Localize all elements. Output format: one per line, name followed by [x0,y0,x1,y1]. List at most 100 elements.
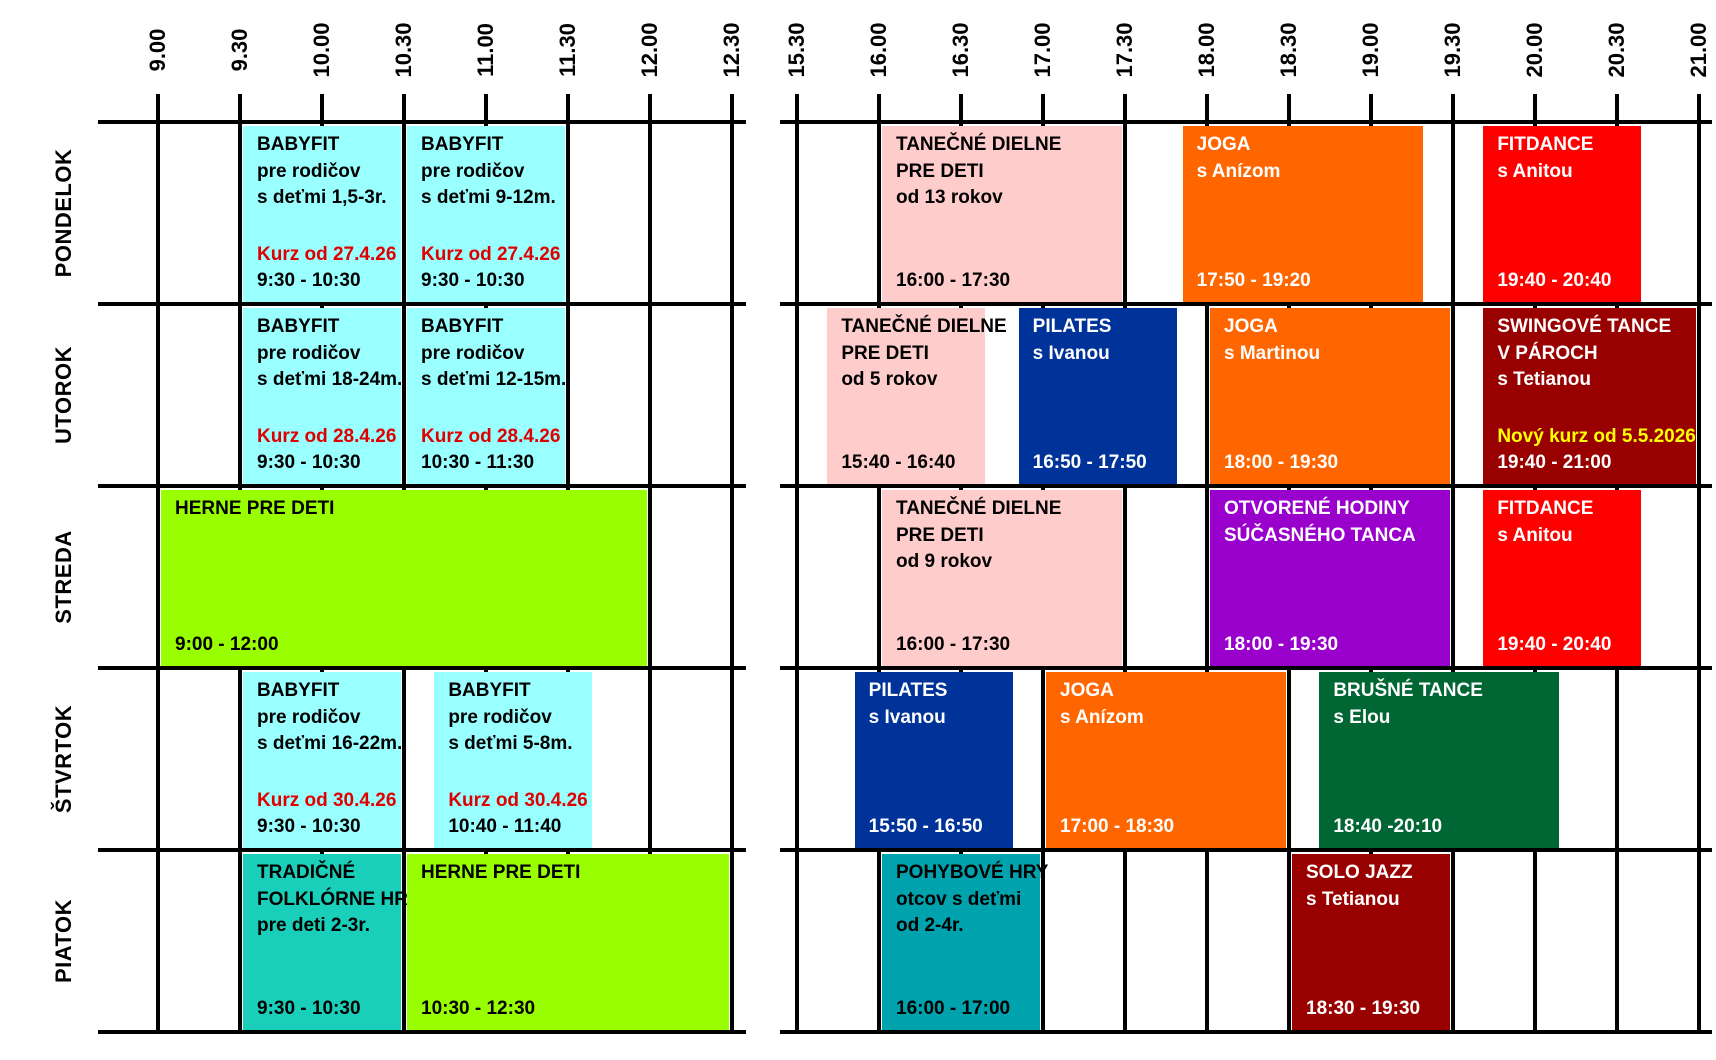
event-time: 16:00 - 17:30 [896,269,1011,291]
event-stv-brusne[interactable]: BRUŠNÉ TANCE s Elou 18:40 -20:10 [1319,672,1560,848]
event-time: 9:30 - 10:30 [257,815,361,837]
event-title: BABYFIT [448,680,531,701]
event-detail: s deťmi 9-12m. [421,187,556,208]
event-time: 10:30 - 11:30 [421,451,535,473]
time-label: 16.00 [866,22,891,78]
event-st-herne[interactable]: HERNE PRE DETI 9:00 - 12:00 [161,490,647,666]
event-detail: s Martinou [1224,342,1321,364]
event-title: BABYFIT [257,316,340,337]
event-title: HERNE PRE DETI [421,862,581,883]
event-title: BRUŠNÉ TANCE [1333,680,1483,701]
event-detail: SÚČASNÉHO TANCA [1224,524,1416,546]
time-label: 12.00 [637,22,662,78]
event-pi-herne[interactable]: HERNE PRE DETI 10:30 - 12:30 [407,854,729,1030]
event-pi-solo-jazz[interactable]: SOLO JAZZ s Tetianou 18:30 - 19:30 [1292,854,1450,1030]
event-po-joga[interactable]: JOGA s Anízom 17:50 - 19:20 [1182,126,1423,302]
time-label: 10.30 [391,22,416,78]
event-detail: s Ivanou [868,706,946,728]
day-label-1: UTOROK [51,346,76,444]
event-po-babyfit-1[interactable]: BABYFIT pre rodičov s deťmi 1,5-3r. Kurz o… [243,126,401,302]
event-time: 16:50 - 17:50 [1032,451,1147,473]
event-title: PILATES [1032,316,1112,337]
event-ut-joga[interactable]: JOGA s Martinou 18:00 - 19:30 [1210,308,1450,484]
event-ut-swing[interactable]: SWINGOVÉ TANCE V PÁROCH s Tetianou Nový ku… [1483,308,1696,484]
event-detail: pre rodičov [448,706,552,728]
event-time: 9:30 - 10:30 [257,997,361,1019]
time-label: 10.00 [309,22,334,78]
day-label-4: PIATOK [51,898,76,984]
event-detail: pre deti 2-3r. [257,915,370,936]
time-label: 18.30 [1276,22,1301,78]
event-pi-tradicne[interactable]: TRADIČNÉ FOLKLÓRNE HRY pre deti 2-3r. 9:30 … [243,854,420,1030]
event-detail: s Anízom [1060,706,1144,728]
event-course-note: Kurz od 30.4.26 [257,789,397,811]
event-time: 19:40 - 21:00 [1497,451,1612,473]
event-st-otvorene[interactable]: OTVORENÉ HODINY SÚČASNÉHO TANCA 18:00 - 19… [1210,490,1450,666]
event-ut-babyfit-1[interactable]: BABYFIT pre rodičov s deťmi 18-24m. Kurz o… [243,308,403,484]
event-title: HERNE PRE DETI [175,498,335,519]
event-detail: pre rodičov [421,160,525,182]
event-stv-babyfit-2[interactable]: BABYFIT pre rodičov s deťmi 5-8m. Kurz od … [434,672,593,848]
time-label: 21.00 [1686,22,1711,78]
event-stv-babyfit-1[interactable]: BABYFIT pre rodičov s deťmi 16-22m. Kurz o… [243,672,403,848]
event-detail: FOLKLÓRNE HRY [257,888,420,910]
event-detail: s Anízom [1196,160,1281,182]
event-pi-pohybove[interactable]: POHYBOVÉ HRY otcov s deťmi od 2-4r. 16:00 -… [882,854,1048,1030]
event-course-note: Kurz od 28.4.26 [257,425,397,447]
event-detail: s Tetianou [1306,888,1400,910]
event-course-note: Kurz od 27.4.26 [421,243,561,265]
event-detail: PRE DETI [896,524,984,546]
event-time: 16:00 - 17:00 [896,997,1011,1019]
event-detail: otcov s deťmi [896,888,1022,910]
event-detail: PRE DETI [841,342,929,364]
event-title: FITDANCE [1497,498,1594,519]
event-time: 19:40 - 20:40 [1497,633,1612,655]
event-time: 17:00 - 18:30 [1060,815,1175,837]
day-label-3: ŠTVRTOK [51,704,76,814]
event-detail: s Elou [1333,706,1391,728]
event-detail: pre rodičov [257,342,361,364]
spacer [257,212,401,239]
event-time: 9:30 - 10:30 [257,451,361,473]
event-time: 18:40 -20:10 [1333,815,1443,837]
event-time: 10:40 - 11:40 [448,815,562,837]
event-title: TRADIČNÉ [257,862,356,883]
time-label: 20.00 [1522,22,1547,78]
time-label: 18.00 [1194,22,1219,78]
event-po-babyfit-2[interactable]: BABYFIT pre rodičov s deťmi 9-12m. Kurz od… [407,126,565,302]
event-time: 15:40 - 16:40 [841,451,956,473]
event-title: SWINGOVÉ TANCE [1497,316,1672,337]
event-st-fitdance[interactable]: FITDANCE s Anitou 19:40 - 20:40 [1483,490,1642,666]
event-title: TANEČNÉ DIELNE [841,316,1007,337]
event-ut-tanecne[interactable]: TANEČNÉ DIELNE PRE DETI od 5 rokov 15:40 - … [827,308,1007,484]
event-title: BABYFIT [421,134,504,155]
time-label: 15.30 [784,22,809,78]
event-time: 18:00 - 19:30 [1224,451,1339,473]
event-stv-pilates[interactable]: PILATES s Ivanou 15:50 - 16:50 [854,672,1013,848]
event-detail: s Tetianou [1497,369,1591,390]
event-detail: s deťmi 12-15m. [421,369,567,390]
spacer [257,758,401,785]
event-title: BABYFIT [257,134,340,155]
event-detail: s Ivanou [1032,342,1110,364]
event-time: 9:30 - 10:30 [421,269,525,291]
event-title: PILATES [868,680,948,701]
event-po-fitdance[interactable]: FITDANCE s Anitou 19:40 - 20:40 [1483,126,1642,302]
event-detail: s deťmi 18-24m. [257,369,403,390]
event-ut-babyfit-2[interactable]: BABYFIT pre rodičov s deťmi 12-15m. Kurz o… [407,308,567,484]
event-title: TANEČNÉ DIELNE [896,498,1062,519]
event-po-tanecne[interactable]: TANEČNÉ DIELNE PRE DETI od 13 rokov 16:00 -… [882,126,1122,302]
event-title: BABYFIT [421,316,504,337]
event-stv-joga[interactable]: JOGA s Anízom 17:00 - 18:30 [1046,672,1286,848]
event-detail: s deťmi 1,5-3r. [257,187,387,208]
event-ut-pilates[interactable]: PILATES s Ivanou 16:50 - 17:50 [1018,308,1177,484]
event-detail: od 13 rokov [896,187,1003,208]
spacer [448,758,592,785]
event-time: 18:00 - 19:30 [1224,633,1339,655]
event-time: 18:30 - 19:30 [1306,997,1421,1019]
event-course-note: Kurz od 30.4.26 [448,789,588,811]
event-detail: s deťmi 16-22m. [257,733,403,754]
event-title: JOGA [1196,134,1251,155]
event-st-tanecne[interactable]: TANEČNÉ DIELNE PRE DETI od 9 rokov 16:00 - … [882,490,1122,666]
time-label: 16.30 [948,22,973,78]
